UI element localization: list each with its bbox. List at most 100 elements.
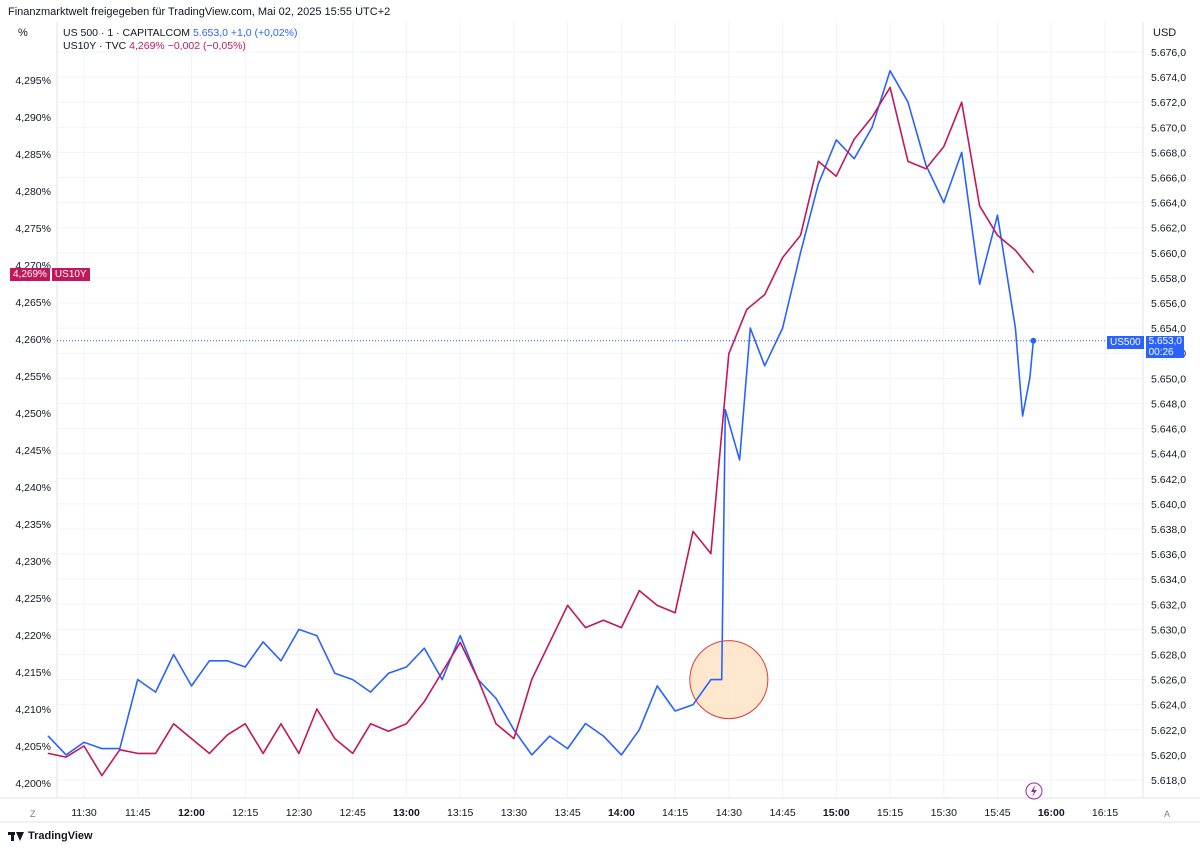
right-axis-tick-label: 5.662,0: [1151, 223, 1186, 235]
right-axis-tick-label: 5.676,0: [1151, 47, 1186, 59]
us500-data-point: [907, 101, 909, 103]
us500-last-point-marker: [1030, 337, 1037, 344]
right-axis-tick-label: 5.670,0: [1151, 122, 1186, 134]
right-axis-tick-label: 5.624,0: [1151, 700, 1186, 712]
left-axis-tick-label: 4,235%: [15, 519, 51, 531]
right-axis-tick-label: 5.650,0: [1151, 373, 1186, 385]
right-axis-tick-label: 5.634,0: [1151, 574, 1186, 586]
legend-us10y-name: US10Y · TVC: [63, 40, 127, 52]
right-axis-tick-label: 5.666,0: [1151, 173, 1186, 185]
us10y-data-point: [1032, 271, 1034, 273]
legend-row-us10y[interactable]: US10Y · TVC 4,269% −0,002 (−0,05%): [63, 40, 297, 53]
us500-data-point: [638, 729, 640, 731]
us500-data-point: [280, 660, 282, 662]
us10y-data-point: [638, 590, 640, 592]
us10y-data-point: [334, 738, 336, 740]
us10y-data-point: [710, 553, 712, 555]
us10y-data-point: [172, 723, 175, 725]
time-axis-tick-label: 12:00: [178, 807, 205, 819]
time-axis-tick-label: 15:30: [931, 807, 957, 819]
left-axis-tick-label: 4,295%: [15, 75, 51, 87]
right-axis-tick-label: 5.618,0: [1151, 775, 1186, 787]
time-axis-tick-label: 14:45: [769, 807, 795, 819]
left-axis-tick-label: 4,245%: [15, 445, 51, 457]
us10y-data-point: [1014, 249, 1017, 251]
us500-data-point: [996, 214, 999, 216]
legend-us10y-value: 4,269%: [129, 40, 165, 52]
time-axis-tick-label: 12:45: [340, 807, 366, 819]
us500-data-point: [781, 327, 784, 329]
left-axis-tick-label: 4,210%: [15, 704, 51, 716]
tradingview-logo-icon: [8, 831, 24, 841]
right-axis-tick-label: 5.630,0: [1151, 624, 1186, 636]
lightning-bolt-icon: [1031, 785, 1037, 797]
us10y-data-point: [65, 756, 67, 758]
left-axis-tick-label: 4,260%: [15, 334, 51, 346]
us500-data-point: [620, 754, 622, 756]
us500-data-point: [584, 722, 587, 725]
right-axis-tick-label: 5.632,0: [1151, 599, 1186, 611]
us10y-data-point: [119, 749, 121, 751]
right-axis-tick-label: 5.620,0: [1151, 750, 1186, 762]
time-axis-tick-label: 14:00: [608, 807, 635, 819]
timezone-button[interactable]: Z: [30, 809, 36, 819]
time-axis-tick-label: 15:00: [823, 807, 850, 819]
left-axis-tick-label: 4,265%: [15, 297, 51, 309]
us500-data-point: [656, 685, 658, 687]
left-axis-tick-label: 4,255%: [15, 371, 51, 383]
tradingview-brand[interactable]: TradingView: [8, 830, 93, 842]
us500-data-point: [835, 139, 837, 141]
right-axis-unit: USD: [1153, 27, 1177, 39]
right-axis-tick-label: 5.638,0: [1151, 524, 1186, 536]
us500-data-point: [441, 678, 443, 681]
left-axis-tick-label: 4,220%: [15, 630, 51, 642]
us10y-data-point: [316, 708, 318, 710]
us10y-data-point: [387, 730, 390, 732]
us10y-data-point: [853, 138, 855, 140]
us500-data-point: [749, 327, 751, 329]
us10y-data-point: [549, 641, 551, 644]
us500-data-point: [871, 126, 873, 128]
us500-data-point: [334, 672, 336, 674]
us500-data-point: [316, 635, 318, 637]
left-axis-tick-label: 4,250%: [15, 408, 51, 420]
us10y-data-point: [996, 234, 999, 236]
us500-data-point: [262, 641, 264, 643]
legend-row-us500[interactable]: US 500 · 1 · CAPITALCOM 5.653,0 +1,0 (+0…: [63, 27, 297, 40]
left-axis-tick-label: 4,280%: [15, 186, 51, 198]
us10y-data-point: [513, 738, 515, 740]
us10y-data-point: [871, 116, 873, 118]
legend-us500-value: 5.653,0: [192, 27, 228, 39]
us500-data-point: [83, 741, 85, 743]
right-axis-tick-label: 5.646,0: [1151, 424, 1186, 436]
us10y-data-point: [352, 752, 354, 755]
left-axis-tick-label: 4,230%: [15, 556, 51, 568]
left-axis-tick-label: 4,285%: [15, 149, 51, 161]
auto-scale-button[interactable]: A: [1164, 809, 1171, 819]
time-axis-tick-label: 14:15: [662, 807, 688, 819]
right-axis-tick-label: 5.654,0: [1151, 323, 1186, 335]
us500-data-point: [799, 252, 802, 254]
us10y-data-point: [674, 612, 676, 614]
left-axis-tick-label: 4,275%: [15, 223, 51, 235]
us10y-data-point: [459, 641, 461, 644]
us10y-data-point: [226, 734, 228, 736]
us10y-data-point: [83, 745, 85, 747]
us10y-data-point: [746, 308, 748, 310]
highlight-circle: [689, 640, 769, 720]
us500-data-point: [549, 735, 551, 737]
us10y-data-point: [155, 752, 157, 755]
tradingview-brand-label: TradingView: [28, 830, 93, 842]
left-axis-tick-label: 4,205%: [15, 741, 51, 753]
legend-us500-name: US 500 · 1 · CAPITALCOM: [63, 27, 191, 39]
us500-data-point: [513, 729, 515, 731]
us500-data-point: [567, 748, 569, 750]
right-axis-tick-label: 5.626,0: [1151, 675, 1186, 687]
us500-badge-value-box: 5.653,0 00:26: [1145, 336, 1184, 358]
right-axis-tick-label: 5.640,0: [1151, 499, 1186, 511]
us10y-data-point: [477, 678, 479, 681]
time-axis-tick-label: 12:15: [232, 807, 258, 819]
us10y-data-point: [584, 627, 587, 629]
us10y-data-point: [441, 671, 443, 673]
